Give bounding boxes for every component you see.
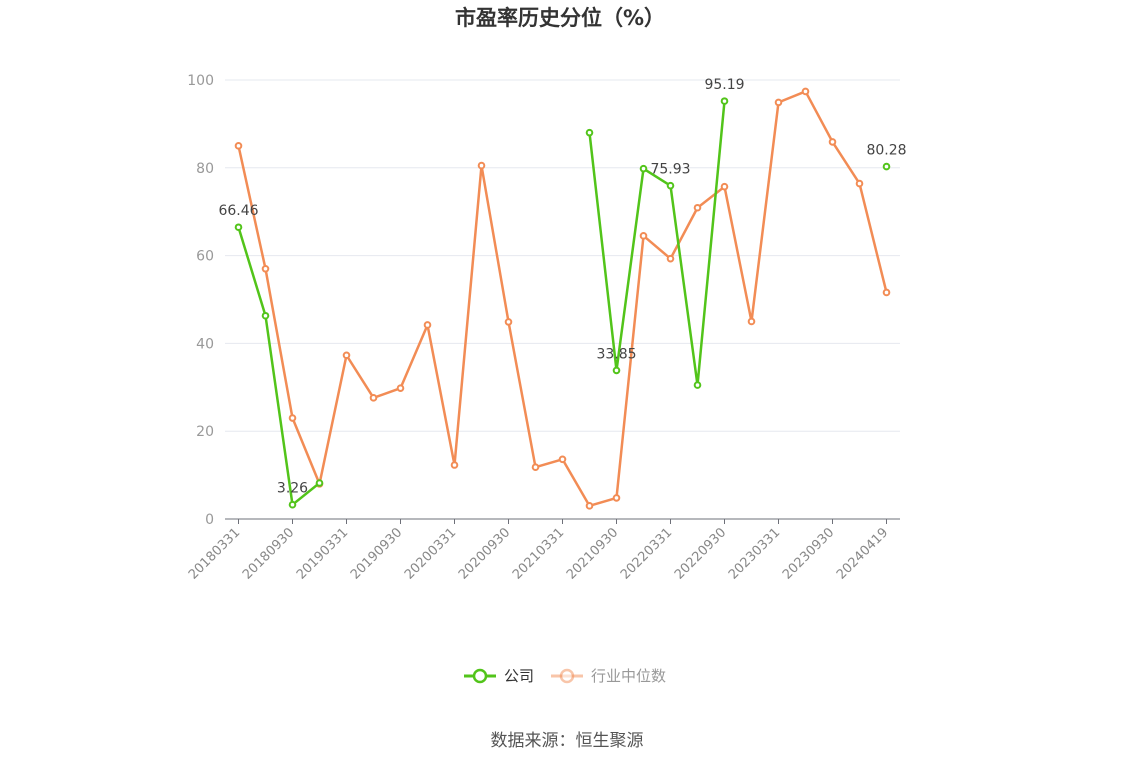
data-point[interactable] (801, 87, 810, 96)
data-source: 数据来源：恒生聚源 (491, 731, 644, 751)
y-tick-label: 20 (196, 424, 214, 440)
data-label: 80.28 (866, 143, 906, 159)
data-point[interactable] (531, 463, 540, 471)
data-point[interactable] (882, 162, 891, 171)
x-tick-label: 20180331 (186, 525, 243, 582)
series-company (234, 97, 891, 509)
legend-item-company[interactable]: 公司 (464, 667, 534, 685)
data-point[interactable] (882, 288, 891, 297)
data-point[interactable] (720, 97, 729, 105)
data-point[interactable] (639, 232, 648, 240)
x-tick-label: 20220331 (618, 525, 675, 582)
y-tick-label: 0 (205, 512, 214, 528)
series-line (237, 226, 321, 506)
y-tick-label: 80 (196, 161, 214, 177)
data-point[interactable] (666, 181, 675, 190)
data-point[interactable] (450, 461, 459, 469)
x-tick-label: 20210930 (564, 525, 621, 582)
x-tick-label: 20230930 (780, 525, 837, 582)
data-label: 66.46 (218, 203, 258, 219)
data-label: 75.93 (650, 162, 690, 178)
x-tick-label: 20240419 (834, 525, 891, 582)
data-point[interactable] (774, 98, 783, 107)
data-point[interactable] (315, 479, 324, 487)
data-point[interactable] (423, 321, 432, 329)
data-point[interactable] (288, 414, 297, 422)
data-label: 3.26 (277, 481, 308, 497)
legend-item-industry-median[interactable]: 行业中位数 (551, 667, 666, 685)
x-tick-label: 20230331 (726, 525, 783, 582)
data-point[interactable] (639, 164, 648, 173)
chart-title: 市盈率历史分位（%） (455, 6, 665, 30)
legend-label-industry-median: 行业中位数 (591, 667, 666, 685)
data-point[interactable] (234, 223, 243, 232)
data-labels: 66.46 3.26 33.85 75.93 95.19 80.28 (218, 77, 906, 497)
x-tick-label: 20220930 (672, 525, 729, 582)
data-point[interactable] (234, 142, 243, 150)
x-tick-label: 20190930 (348, 525, 405, 582)
x-tick-label: 20180930 (240, 525, 297, 582)
data-point[interactable] (369, 394, 378, 402)
data-point[interactable] (288, 500, 297, 509)
data-point[interactable] (828, 138, 837, 146)
data-point[interactable] (666, 254, 675, 263)
x-tick-label: 20210331 (510, 525, 567, 582)
data-point[interactable] (612, 366, 621, 375)
series-layer (234, 87, 891, 510)
series-line (588, 100, 726, 387)
data-point[interactable] (558, 455, 567, 464)
data-label: 95.19 (704, 77, 744, 93)
data-point[interactable] (693, 381, 702, 389)
data-point[interactable] (612, 494, 621, 502)
data-label: 33.85 (596, 346, 636, 362)
series-industry-median (234, 87, 891, 510)
data-point[interactable] (261, 311, 270, 320)
x-tick-label: 20200331 (402, 525, 459, 582)
data-point[interactable] (261, 264, 270, 273)
y-tick-label: 40 (196, 336, 214, 352)
data-point[interactable] (396, 384, 405, 392)
data-point[interactable] (504, 318, 513, 326)
data-point[interactable] (855, 179, 864, 188)
x-tick-label: 20200930 (456, 525, 513, 582)
y-tick-label: 60 (196, 249, 214, 265)
data-point[interactable] (585, 502, 594, 510)
legend: 公司 行业中位数 (464, 667, 666, 685)
data-point[interactable] (720, 182, 729, 191)
series-line (237, 90, 888, 508)
y-tick-label: 100 (187, 73, 214, 89)
grid (225, 79, 900, 432)
data-point[interactable] (477, 161, 486, 170)
legend-label-company: 公司 (504, 667, 534, 685)
data-point[interactable] (693, 203, 702, 212)
data-point[interactable] (747, 317, 756, 326)
x-tick-label: 20190331 (294, 525, 351, 582)
data-point[interactable] (585, 128, 594, 137)
data-point[interactable] (342, 351, 351, 360)
